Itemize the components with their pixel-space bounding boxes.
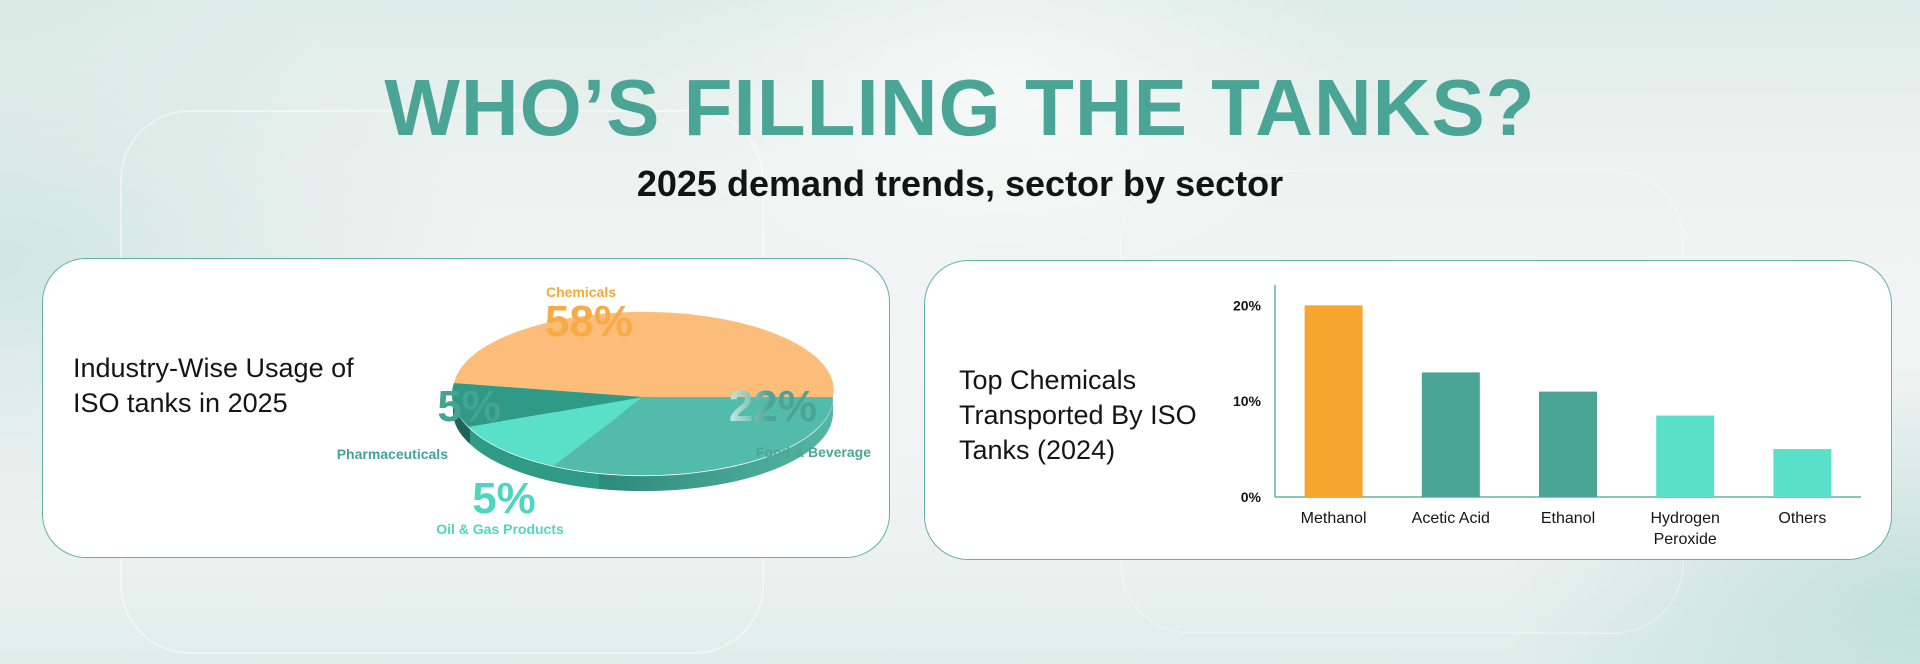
bar-others [1773,449,1832,497]
bar-acetic-acid [1421,372,1480,497]
pie-label-food-beverage: Food & Beverage [756,444,871,460]
pie-value-pharmaceuticals: 5% [437,382,501,431]
pie-side-pharmaceuticals [453,397,470,444]
bar-chart-title: Top Chemicals Transported By ISO Tanks (… [959,365,1197,465]
pie-value-chemicals: 58% [545,297,633,346]
bar-ethanol [1539,391,1597,497]
x-category-label: Hydrogen Peroxide [1651,510,1720,548]
page-title: WHO’S FILLING THE TANKS? [384,63,1536,152]
pie-slice-pharmaceuticals [451,383,643,427]
pie-slice-food-beverage [553,397,834,476]
pie-label-oil-gas: Oil & Gas Products [436,521,564,537]
x-category-label: Acetic Acid [1412,510,1490,527]
pie-slice-oil-gas [469,397,643,466]
bar-hydrogen-peroxide [1656,415,1715,497]
bar-methanol [1304,305,1363,497]
pie-side-oil-gas [470,429,599,489]
pie-slice-chemicals [454,311,834,397]
pie-value-oil-gas: 5% [472,474,536,523]
y-tick-label: 0% [1241,489,1262,505]
x-category-label: Methanol [1301,510,1367,527]
page-subtitle: 2025 demand trends, sector by sector [636,163,1284,204]
pie-card: Industry-Wise Usage of ISO tanks in 2025… [42,258,890,558]
x-category-label: Ethanol [1541,510,1595,527]
bar-chart: 0% 10% 20% Methanol Acetic Acid Ethanol Hydrog… [1233,285,1861,548]
pie-value-food-beverage: 22% [729,382,817,431]
pie-label-chemicals: Chemicals [546,284,616,300]
pie-label-pharmaceuticals: Pharmaceuticals [337,446,448,462]
bar-card: Top Chemicals Transported By ISO Tanks (… [924,260,1892,560]
pie-chart-title: Industry-Wise Usage of ISO tanks in 2025 [73,353,354,418]
y-tick-label: 20% [1233,297,1262,313]
pie-side-food-beverage [599,397,834,492]
x-category-label: Others [1778,510,1826,527]
y-tick-label: 10% [1233,393,1262,409]
pie-chart: Chemicals 58% 22% Food & Beverage 5% Pha… [337,284,872,537]
